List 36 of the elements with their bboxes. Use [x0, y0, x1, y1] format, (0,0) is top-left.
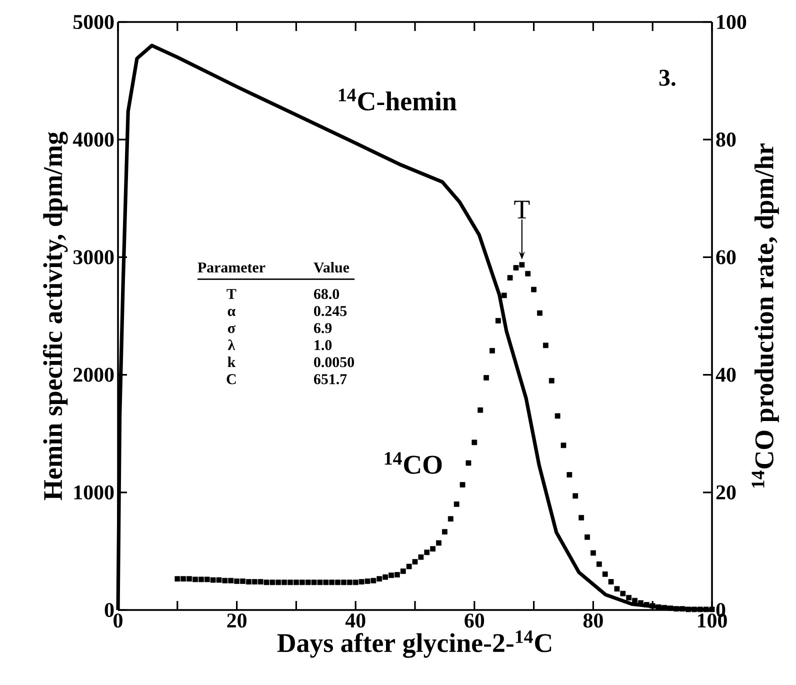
annotation: λ — [228, 339, 236, 350]
y-tick-label: 1000 — [74, 485, 114, 500]
y2-tick-label: 80 — [716, 132, 736, 147]
y-tick-label: 0 — [104, 602, 114, 618]
series-label: $^{14}$C-hemin — [338, 88, 457, 110]
y2-tick-label: 40 — [716, 368, 736, 382]
y-tick-label: 5000 — [73, 14, 114, 30]
annotation: Parameter — [198, 262, 266, 273]
annotation: 68.0 — [314, 288, 340, 300]
y2-tick-label: 100 — [717, 14, 746, 30]
y2-axis-title: $^{14}$CO production rate, dpm/hr — [752, 144, 779, 488]
x-tick-label: 40 — [345, 614, 366, 628]
annotation: 0.0050 — [314, 357, 354, 368]
annotation: σ — [228, 325, 236, 334]
annotation: 3. — [659, 70, 676, 86]
annotation: 6.9 — [314, 323, 332, 334]
y-tick-label: 4000 — [72, 132, 114, 147]
annotation: k — [228, 356, 236, 368]
y2-tick-label: 60 — [716, 250, 736, 264]
y-tick-label: 2000 — [74, 368, 114, 382]
series-label: $^{14}$CO — [384, 452, 442, 474]
annotation: 0.245 — [314, 306, 347, 316]
x-tick-label: 60 — [464, 614, 484, 628]
annotation: 651.7 — [314, 374, 347, 384]
y2-tick-label: 20 — [716, 485, 736, 500]
annotation: C — [226, 374, 236, 384]
annotation: α — [228, 308, 236, 316]
annotation: Value — [314, 262, 350, 273]
x-tick-label: 80 — [583, 614, 603, 628]
annotation: T — [514, 200, 530, 218]
x-tick-label: 20 — [227, 614, 246, 628]
x-axis-title: Days after glycine-2-$^{14}$C — [277, 630, 552, 658]
y-axis-title: Hemin specific activity, dpm/mg — [42, 132, 68, 500]
y-tick-label: 3000 — [73, 250, 114, 264]
annotation: T — [226, 289, 236, 299]
annotation: 1.0 — [314, 340, 332, 350]
